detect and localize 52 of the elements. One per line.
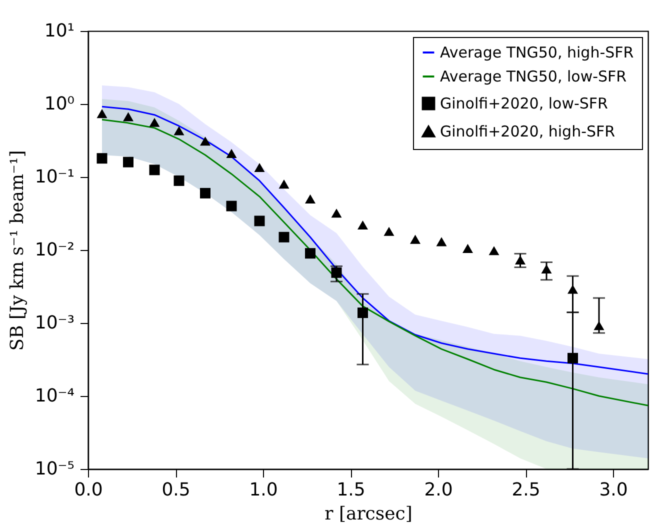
y-tick-label: 10⁻¹ [34, 166, 74, 188]
point [226, 200, 237, 212]
point [331, 267, 342, 278]
y-tick-label: 10⁻² [34, 240, 74, 260]
x-tick-label: 0.5 [162, 480, 190, 500]
point [462, 244, 473, 253]
legend-label: Ginolfi+2020, low-SFR [440, 94, 608, 112]
point [200, 136, 210, 146]
y-tick-label: 10¹ [44, 20, 74, 42]
point [305, 194, 316, 204]
point [515, 255, 526, 265]
x-tick-label: 1.5 [336, 480, 366, 500]
legend-label: Ginolfi+2020, high-SFR [440, 122, 616, 140]
point [410, 234, 420, 244]
point [278, 232, 290, 242]
y-tick-label: 10⁻³ [34, 312, 74, 334]
x-tick-label: 1.0 [249, 480, 278, 500]
x-tick-label: 2.0 [424, 480, 453, 500]
x-tick-label: 0.0 [74, 480, 103, 500]
point [305, 248, 316, 259]
point [568, 352, 578, 364]
point [594, 321, 604, 330]
legend-label: Average TNG50, high-SFR [440, 44, 634, 62]
point [436, 237, 447, 246]
point [226, 148, 237, 158]
point [541, 264, 552, 274]
x-axis-title: r [arcsec] [324, 504, 412, 524]
point [254, 216, 265, 226]
point [174, 126, 184, 136]
point [488, 246, 500, 256]
point [358, 308, 368, 318]
y-tick-label: 10⁻⁴ [34, 386, 74, 406]
legend-label: Average TNG50, low-SFR [440, 68, 627, 86]
point [123, 112, 134, 122]
point [123, 156, 134, 168]
point [96, 153, 108, 164]
point [254, 162, 265, 172]
point [200, 188, 210, 198]
x-tick-label: 2.5 [512, 480, 540, 500]
point [149, 164, 160, 176]
x-tick-label: 3.0 [599, 480, 628, 500]
point [568, 284, 578, 294]
point [384, 226, 394, 236]
y-tick-label: 10⁻⁵ [34, 458, 74, 480]
point [278, 180, 290, 189]
y-tick-label: 10⁰ [44, 94, 74, 114]
point [149, 118, 160, 127]
point [358, 220, 368, 230]
point [174, 175, 184, 186]
y-axis-title: SB [Jy km s⁻¹ beam⁻¹] [6, 150, 28, 351]
point [96, 109, 108, 118]
point [331, 208, 342, 218]
